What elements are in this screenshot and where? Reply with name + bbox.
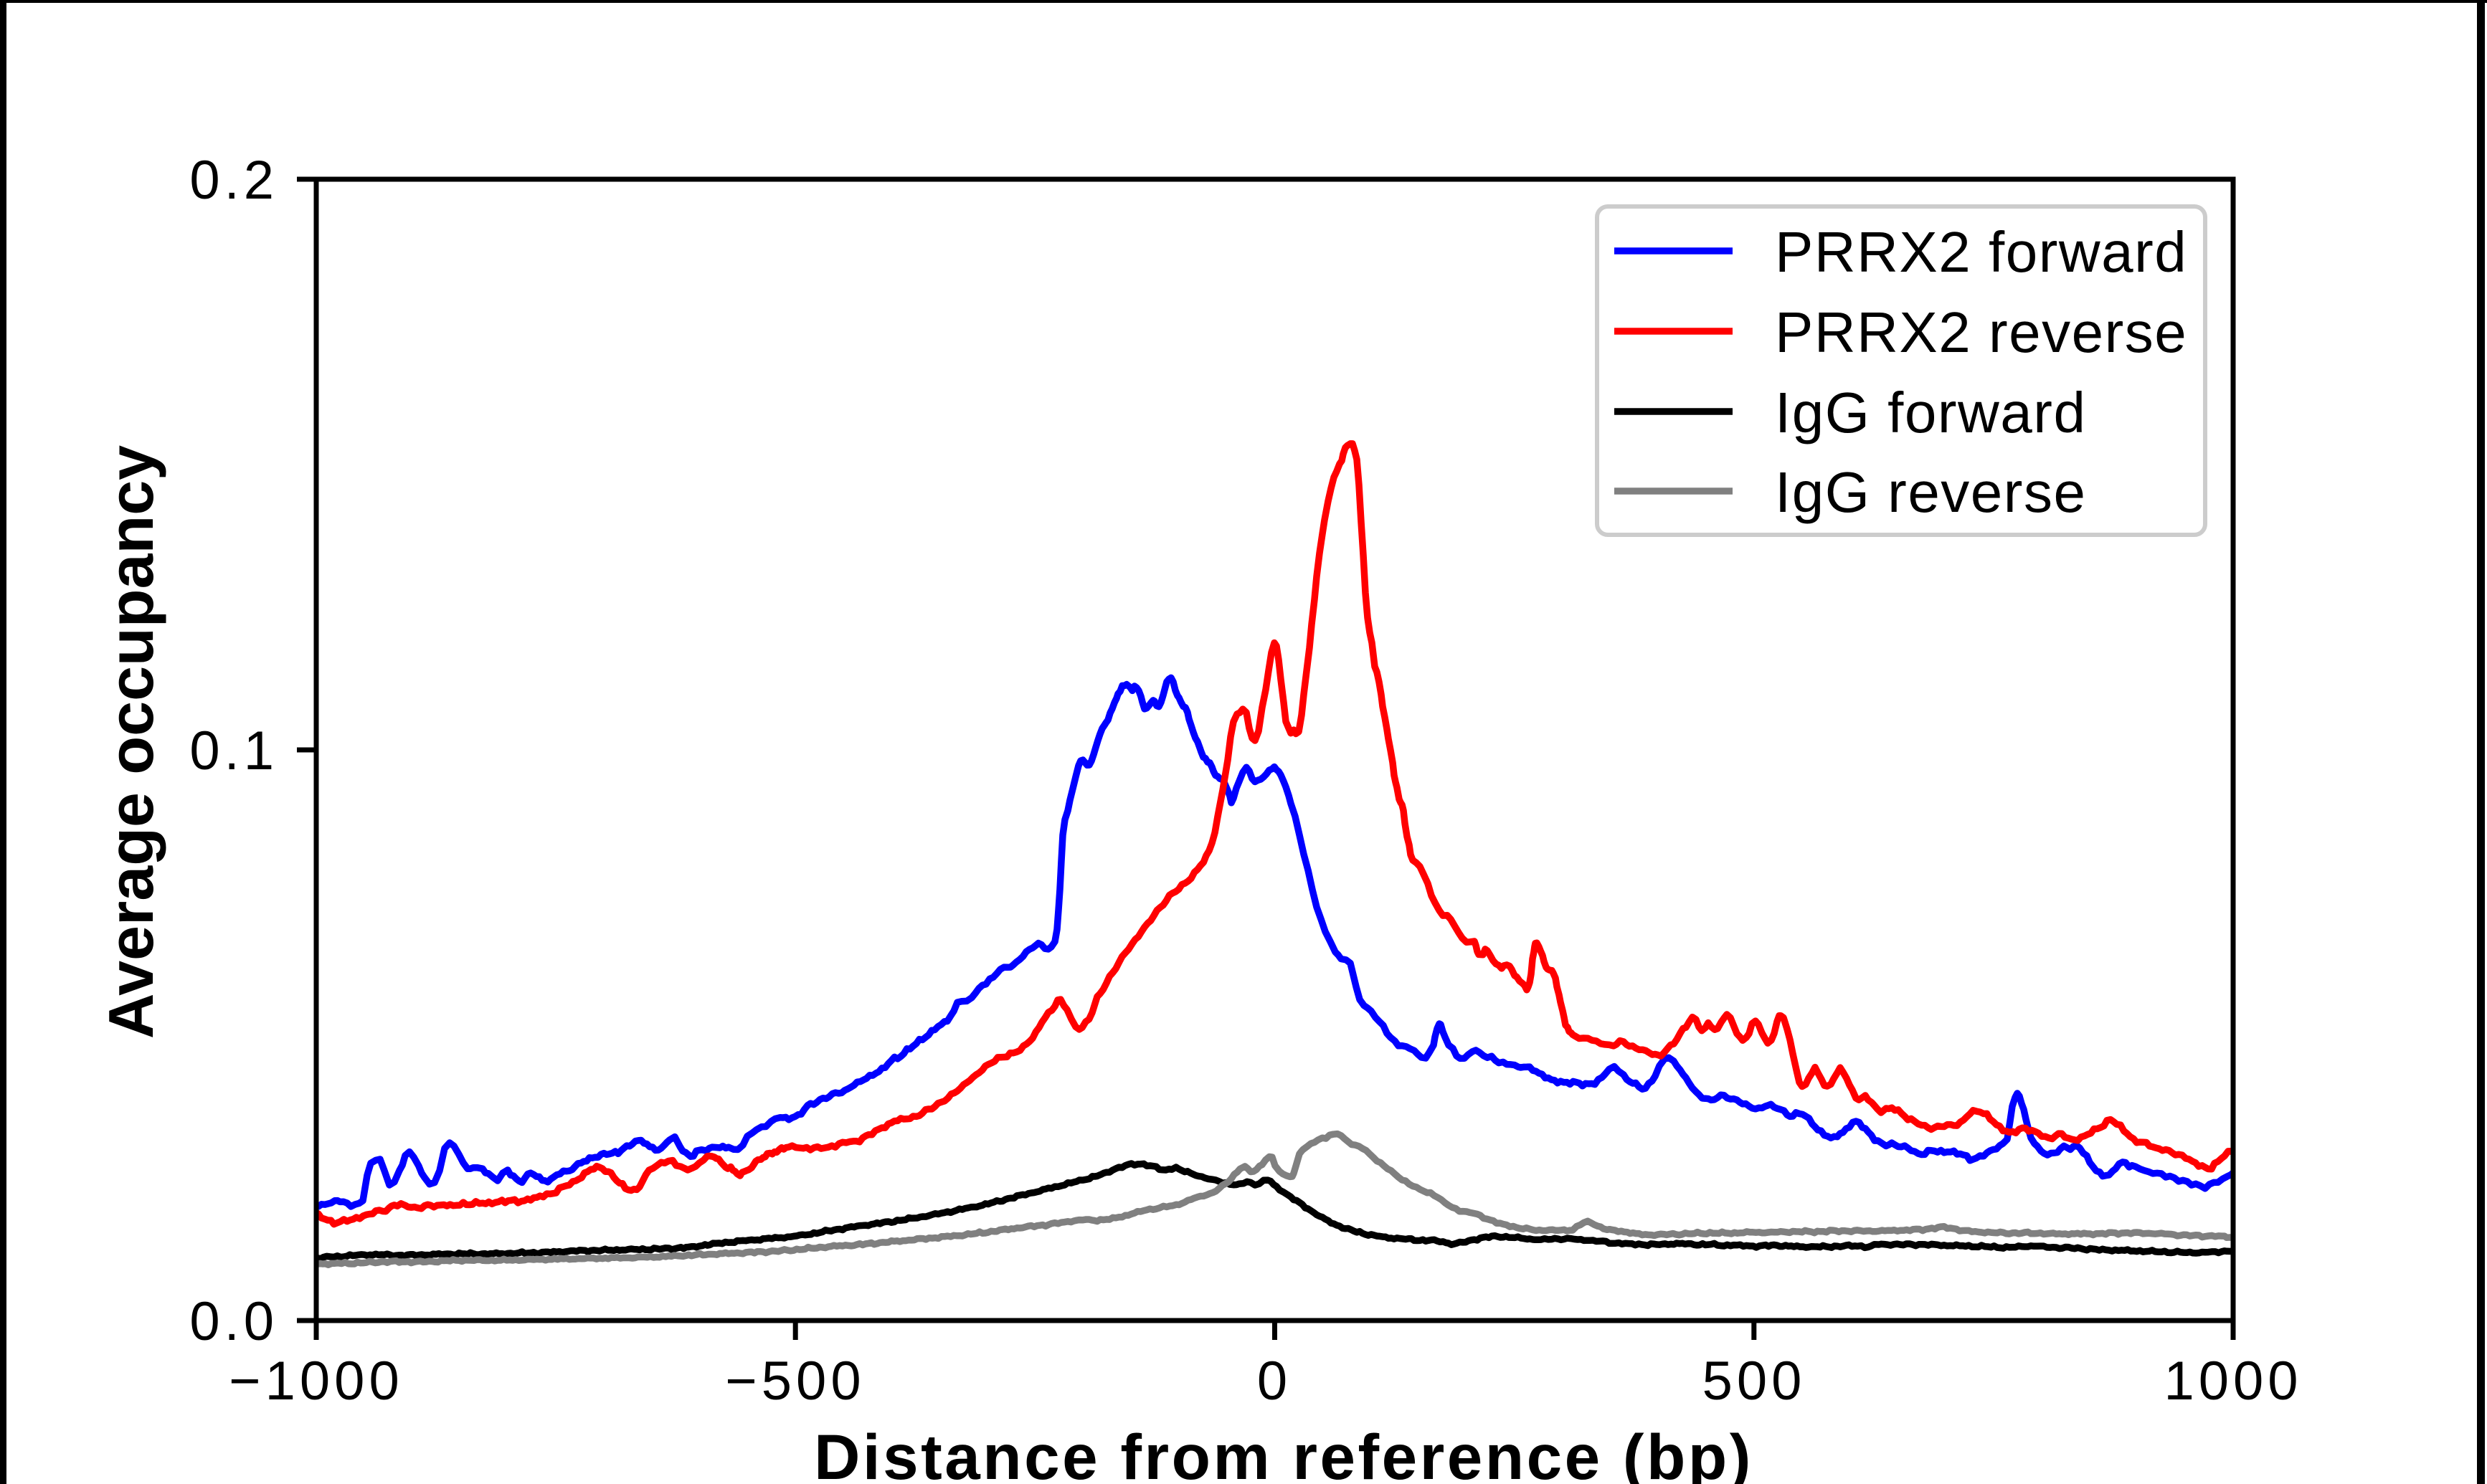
svg-text:IgG reverse: IgG reverse	[1775, 460, 2086, 524]
svg-text:0: 0	[1257, 1351, 1292, 1412]
svg-text:PRRX2 reverse: PRRX2 reverse	[1775, 300, 2187, 364]
svg-text:500: 500	[1702, 1351, 1806, 1412]
svg-text:Average occupancy: Average occupancy	[95, 445, 166, 1039]
svg-text:Distance from reference (bp): Distance from reference (bp)	[814, 1421, 1753, 1484]
svg-text:0.2: 0.2	[189, 150, 278, 211]
svg-text:0.1: 0.1	[189, 720, 278, 781]
svg-text:−500: −500	[725, 1351, 865, 1412]
svg-text:−1000: −1000	[229, 1351, 403, 1412]
svg-text:0.0: 0.0	[189, 1291, 278, 1352]
svg-text:1000: 1000	[2164, 1351, 2302, 1412]
svg-text:PRRX2 forward: PRRX2 forward	[1775, 220, 2187, 284]
svg-text:IgG forward: IgG forward	[1775, 381, 2086, 444]
